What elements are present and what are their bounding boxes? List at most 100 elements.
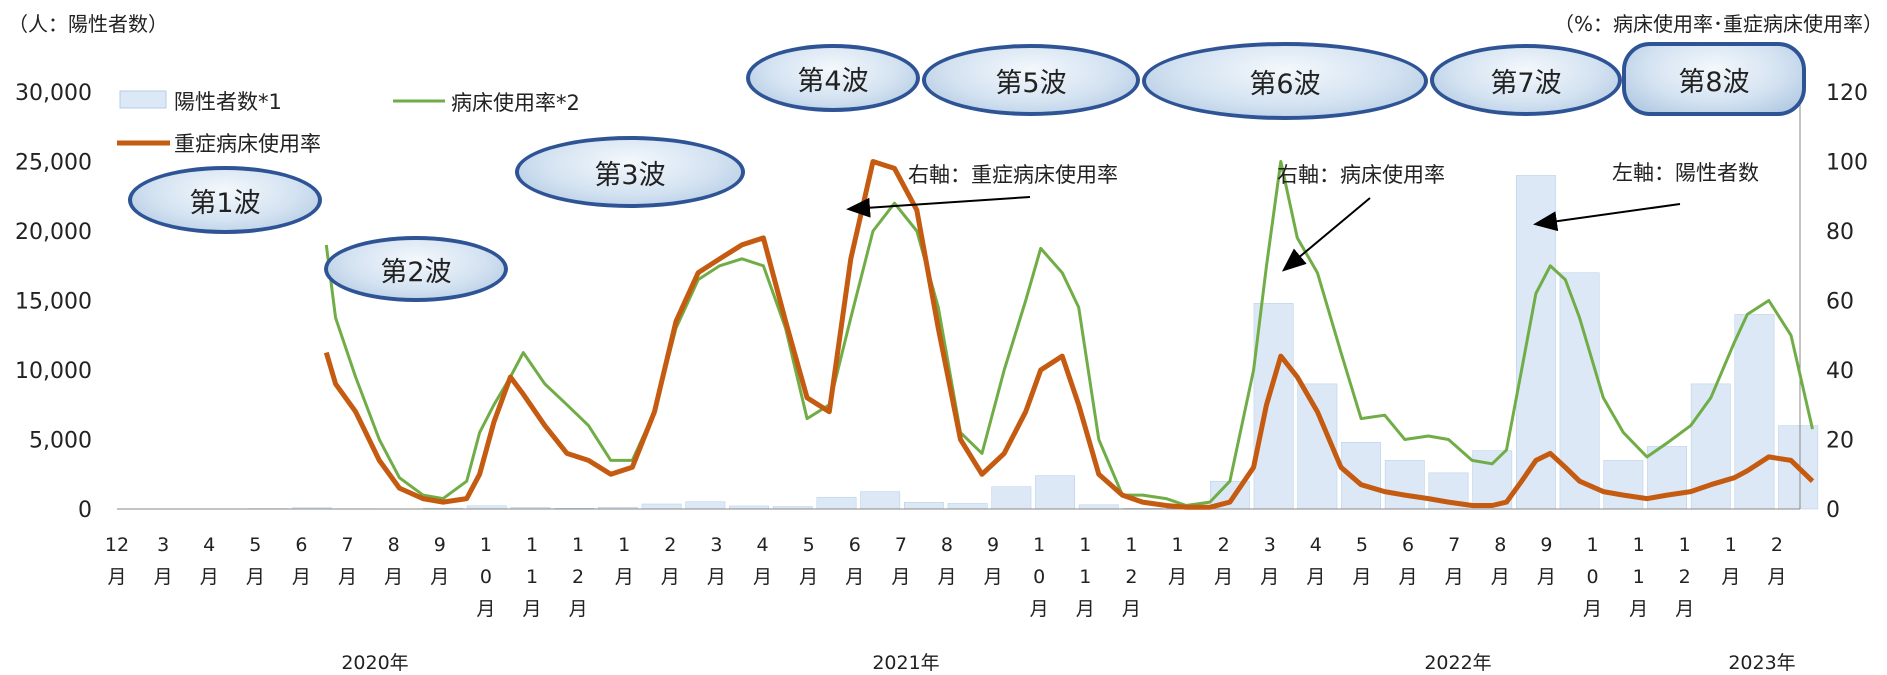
x-tick-char: 月 xyxy=(1583,598,1602,620)
year-label: 2021年 xyxy=(872,652,939,674)
x-tick-label: 12月 xyxy=(569,534,588,620)
x-tick-char: 月 xyxy=(753,566,772,588)
wave-2-badge: 第2波 xyxy=(324,236,508,302)
annotation-arrow xyxy=(846,196,1031,218)
x-tick-label: 1 1 月 xyxy=(1629,534,1648,620)
positive-cases-bar xyxy=(991,486,1032,510)
x-tick-char: 0 xyxy=(1033,566,1045,588)
x-tick-char: 9 xyxy=(1540,534,1552,556)
y-left-tick-label: 15,000 xyxy=(15,290,92,315)
axis-lines xyxy=(117,92,1801,510)
x-tick-label: 9月 xyxy=(984,534,1003,588)
x-tick-label: 1 1 月 xyxy=(522,534,541,620)
positive-cases-bar xyxy=(1734,314,1775,510)
x-tick-char: 月 xyxy=(338,566,357,588)
x-tick-label: 2月 xyxy=(1214,534,1233,588)
x-tick-char: 12 xyxy=(105,534,129,556)
annotation-arrow xyxy=(1533,203,1681,232)
x-tick-char: 8 xyxy=(388,534,400,556)
x-tick-char: 2 xyxy=(664,534,676,556)
x-tick-char: 8 xyxy=(941,534,953,556)
x-tick-char: 月 xyxy=(522,598,541,620)
x-tick-char: 7 xyxy=(1448,534,1460,556)
wave-8-badge: 第8波 xyxy=(1622,42,1806,116)
x-tick-label: 1月 xyxy=(1168,534,1187,588)
positive-cases-bar xyxy=(1253,303,1294,510)
positive-cases-bar xyxy=(947,503,988,510)
x-tick-char: 5 xyxy=(1356,534,1368,556)
x-tick-label: 1月 xyxy=(1721,534,1740,588)
x-tick-char: 1 xyxy=(1171,534,1183,556)
x-tick-label: 1月 xyxy=(615,534,634,588)
positive-cases-bar xyxy=(685,501,726,510)
x-tick-char: 1 xyxy=(1633,566,1645,588)
positive-cases-bar xyxy=(1035,475,1075,510)
positive-cases-bar xyxy=(1603,460,1644,510)
legend-label-positive-cases: 陽性者数*1 xyxy=(174,90,282,114)
y-right-tick-label: 0 xyxy=(1826,498,1840,523)
x-tick-char: 月 xyxy=(1260,566,1279,588)
legend-swatch-positive-cases xyxy=(119,90,167,109)
x-tick-label: 1 1 月 xyxy=(1076,534,1095,620)
x-tick-label: 9月 xyxy=(430,534,449,588)
positive-cases-bar xyxy=(904,502,944,510)
x-tick-char: 月 xyxy=(200,566,219,588)
positive-cases-bar xyxy=(1078,504,1119,510)
x-axis-year-labels: 2020年 2021年 2022年 2023年 xyxy=(341,652,1795,674)
x-tick-char: 2 xyxy=(1125,566,1137,588)
left-axis-unit-label: （人：陽性者数） xyxy=(8,12,168,36)
x-tick-char: 2 xyxy=(1771,534,1783,556)
x-tick-label: 2月 xyxy=(661,534,680,588)
x-tick-char: 1 xyxy=(526,534,538,556)
x-tick-char: 月 xyxy=(1122,598,1141,620)
x-tick-label: 1 0 月 xyxy=(1583,534,1602,620)
x-tick-char: 月 xyxy=(1030,598,1049,620)
x-tick-char: 月 xyxy=(707,566,726,588)
x-tick-label: 2月 xyxy=(1767,534,1786,588)
x-tick-char: 月 xyxy=(984,566,1003,588)
x-tick-char: 3 xyxy=(157,534,169,556)
x-tick-char: 1 xyxy=(480,534,492,556)
x-tick-char: 5 xyxy=(803,534,815,556)
x-tick-label: 4月 xyxy=(1306,534,1325,588)
wave-3-badge: 第3波 xyxy=(515,136,745,208)
x-tick-label: 6月 xyxy=(292,534,311,588)
x-tick-char: 7 xyxy=(895,534,907,556)
annotation-label: 右軸：重症病床使用率 xyxy=(908,163,1118,187)
x-tick-label: 4月 xyxy=(753,534,772,588)
wave-6-badge: 第6波 xyxy=(1142,42,1428,120)
x-tick-char: 月 xyxy=(1767,566,1786,588)
x-tick-char: 2 xyxy=(1679,566,1691,588)
x-tick-char: 1 xyxy=(1633,534,1645,556)
x-tick-label: 12 月 xyxy=(105,534,129,588)
severe-bed-usage-line xyxy=(323,159,1815,510)
annotation-arrow xyxy=(1281,197,1371,272)
x-tick-char: 1 xyxy=(1586,534,1598,556)
legend-label-bed-usage: 病床使用率*2 xyxy=(451,91,580,115)
x-tick-char: 2 xyxy=(1218,534,1230,556)
x-tick-char: 4 xyxy=(756,534,768,556)
x-tick-char: 月 xyxy=(1629,598,1648,620)
x-tick-char: 1 xyxy=(1033,534,1045,556)
x-tick-char: 1 xyxy=(526,566,538,588)
x-tick-char: 月 xyxy=(1721,566,1740,588)
x-tick-label: 8月 xyxy=(384,534,403,588)
bed-usage-line xyxy=(324,160,1814,507)
x-tick-label: 7月 xyxy=(891,534,910,588)
x-tick-char: 1 xyxy=(1125,534,1137,556)
x-tick-char: 月 xyxy=(1445,566,1464,588)
x-tick-label: 5月 xyxy=(246,534,265,588)
right-axis-unit-label: （%：病床使用率･重症病床使用率） xyxy=(1553,12,1883,36)
x-tick-char: 月 xyxy=(107,566,126,588)
x-tick-char: 月 xyxy=(845,566,864,588)
x-tick-char: 1 xyxy=(1079,566,1091,588)
wave-4-badge: 第4波 xyxy=(746,44,920,112)
year-label: 2020年 xyxy=(341,652,408,674)
positive-cases-bar xyxy=(1559,272,1600,510)
x-tick-char: 9 xyxy=(987,534,999,556)
wave-5-badge: 第5波 xyxy=(922,44,1140,116)
positive-cases-bar xyxy=(860,491,901,510)
x-tick-char: 月 xyxy=(384,566,403,588)
positive-cases-bar xyxy=(1384,460,1425,510)
y-right-tick-label: 80 xyxy=(1826,220,1854,245)
